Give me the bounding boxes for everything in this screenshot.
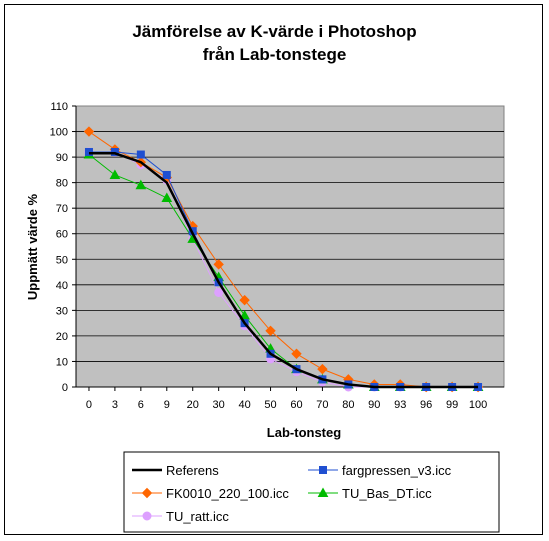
data-point-triangle (161, 192, 173, 202)
data-point-square (319, 466, 327, 474)
data-point-square (136, 150, 145, 159)
y-axis: 0 10 20 30 40 50 60 70 80 90 100 110 (50, 101, 77, 394)
y-tick-label: 50 (56, 254, 68, 266)
data-point-diamond (239, 294, 250, 306)
x-tick-label: 0 (86, 399, 92, 411)
plot-area (75, 105, 505, 388)
series-group (83, 126, 484, 393)
y-axis-label: Uppmätt värde % (25, 193, 40, 300)
data-point-diamond (141, 487, 153, 499)
x-axis-label: Lab-tonsteg (267, 425, 341, 440)
legend-item: fargpressen_v3.icc (308, 463, 452, 478)
data-point-diamond (265, 325, 276, 337)
x-tick-label: 20 (187, 399, 199, 411)
series-referens (88, 152, 479, 389)
data-point-diamond (291, 348, 302, 359)
x-tick-label: 50 (264, 399, 276, 411)
x-tick-label: 80 (342, 399, 354, 411)
chart-title-line-2: från Lab-tonstege (202, 45, 347, 64)
y-tick-label: 110 (50, 101, 68, 113)
series-line (88, 152, 479, 389)
x-tick-label: 30 (213, 399, 225, 411)
data-point-square (84, 147, 93, 156)
legend-item: TU_Bas_DT.icc (308, 486, 432, 501)
data-point-triangle (239, 309, 250, 320)
data-point-triangle (317, 487, 329, 497)
data-point-square (162, 170, 171, 179)
data-point-circle (214, 287, 224, 297)
legend-item: TU_ratt.icc (132, 509, 229, 524)
x-tick-label: 99 (446, 399, 458, 411)
y-tick-label: 30 (56, 305, 68, 317)
legend-label: TU_Bas_DT.icc (342, 486, 432, 501)
x-axis: 0 3 6 9 20 30 40 50 60 70 80 90 93 96 99 100 (76, 386, 504, 411)
x-tick-label: 96 (420, 399, 432, 411)
legend-box (123, 451, 500, 533)
legend-item: Referens (132, 463, 219, 478)
y-tick-label: 100 (50, 127, 68, 139)
gridlines (76, 131, 504, 362)
x-tick-label: 60 (290, 399, 302, 411)
data-point-diamond (317, 363, 328, 375)
x-tick-label: 93 (394, 399, 406, 411)
y-tick-label: 80 (56, 178, 68, 190)
y-tick-label: 40 (56, 280, 68, 292)
x-tick-label: 6 (138, 399, 144, 411)
legend-label: fargpressen_v3.icc (342, 463, 452, 478)
y-tick-label: 90 (56, 152, 68, 164)
data-point-triangle (109, 169, 121, 179)
y-tick-label: 60 (56, 229, 68, 241)
legend-label: TU_ratt.icc (166, 509, 229, 524)
y-tick-label: 70 (56, 203, 68, 215)
x-tick-label: 3 (112, 399, 118, 411)
x-tick-label: 40 (238, 399, 250, 411)
chart-title-line-1: Jämförelse av K-värde i Photoshop (132, 22, 417, 41)
x-tick-label: 9 (164, 399, 170, 411)
data-point-diamond (83, 126, 95, 137)
data-point-square (110, 147, 119, 156)
y-tick-label: 20 (56, 331, 68, 343)
legend-label: Referens (166, 463, 219, 478)
legend-label: FK0010_220_100.icc (166, 486, 289, 501)
data-point-triangle (135, 179, 147, 190)
y-tick-label: 10 (56, 356, 68, 368)
x-tick-label: 100 (469, 399, 487, 411)
legend: Referens fargpressen_v3.icc FK0010_220_100… (132, 463, 452, 524)
y-tick-label: 0 (62, 382, 68, 394)
series-line (88, 131, 479, 388)
data-point-diamond (213, 259, 224, 270)
data-point-circle (142, 511, 152, 521)
x-tick-label: 90 (368, 399, 380, 411)
x-tick-label: 70 (316, 399, 328, 411)
legend-item: FK0010_220_100.icc (132, 486, 289, 501)
